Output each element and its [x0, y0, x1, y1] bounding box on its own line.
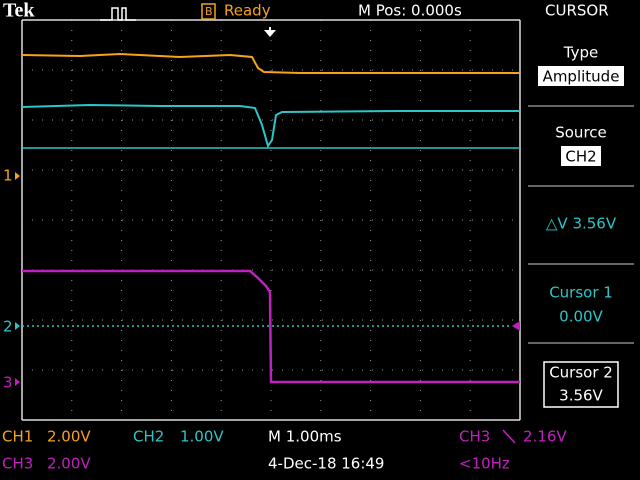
ch1-arrow — [15, 172, 20, 180]
type-value-box[interactable] — [538, 66, 624, 86]
source-value-box[interactable] — [561, 146, 601, 166]
timebase: M 1.00ms — [268, 428, 342, 446]
status-icon-letter: B — [205, 5, 213, 18]
ch1-marker: 1 — [3, 167, 13, 185]
ch2-scale: 1.00V — [180, 428, 224, 446]
cursor1-value[interactable]: 0.00V — [559, 308, 603, 326]
type-value[interactable]: Amplitude — [543, 68, 620, 86]
ch1-trace — [21, 52, 520, 74]
trigger-source: CH3 — [459, 428, 490, 446]
ch1-scale: 2.00V — [47, 428, 91, 446]
cursor1-label[interactable]: Cursor 1 — [549, 284, 613, 302]
delta-readout: △V 3.56V — [546, 215, 617, 233]
trigger-level-marker — [512, 321, 520, 331]
trigger-position-marker — [264, 30, 276, 37]
trigger-frequency: <10Hz — [459, 455, 510, 473]
source-label[interactable]: Source — [555, 124, 607, 142]
brand: Tek — [3, 0, 35, 22]
trigger-level: 2.16V — [523, 428, 567, 446]
ch2-trace — [21, 103, 520, 149]
ch1-label: CH1 — [2, 428, 33, 446]
horizontal-position: M Pos: 0.000s — [358, 2, 462, 20]
acquisition-status: Ready — [224, 2, 271, 20]
menu-title: CURSOR — [545, 2, 609, 20]
acquire-icon — [100, 7, 136, 21]
cursor2-value[interactable]: 3.56V — [559, 387, 603, 405]
graticule — [21, 19, 521, 421]
status-icon — [201, 3, 216, 20]
ch2-marker: 2 — [3, 318, 13, 336]
ch2-arrow — [15, 322, 20, 330]
cursor2-label[interactable]: Cursor 2 — [549, 364, 613, 382]
menu-separators — [528, 105, 634, 344]
ch2-label: CH2 — [133, 428, 164, 446]
ch3-arrow — [15, 378, 20, 386]
cursor2-box[interactable] — [543, 361, 619, 408]
type-label[interactable]: Type — [563, 44, 598, 62]
source-value[interactable]: CH2 — [565, 148, 596, 166]
ch3-scale: 2.00V — [47, 455, 91, 473]
ch3-trace — [22, 269, 520, 384]
trigger-slope-icon — [502, 429, 516, 444]
ch3-marker: 3 — [3, 374, 13, 392]
ch3-label: CH3 — [2, 455, 33, 473]
date-time: 4-Dec-18 16:49 — [268, 455, 384, 473]
